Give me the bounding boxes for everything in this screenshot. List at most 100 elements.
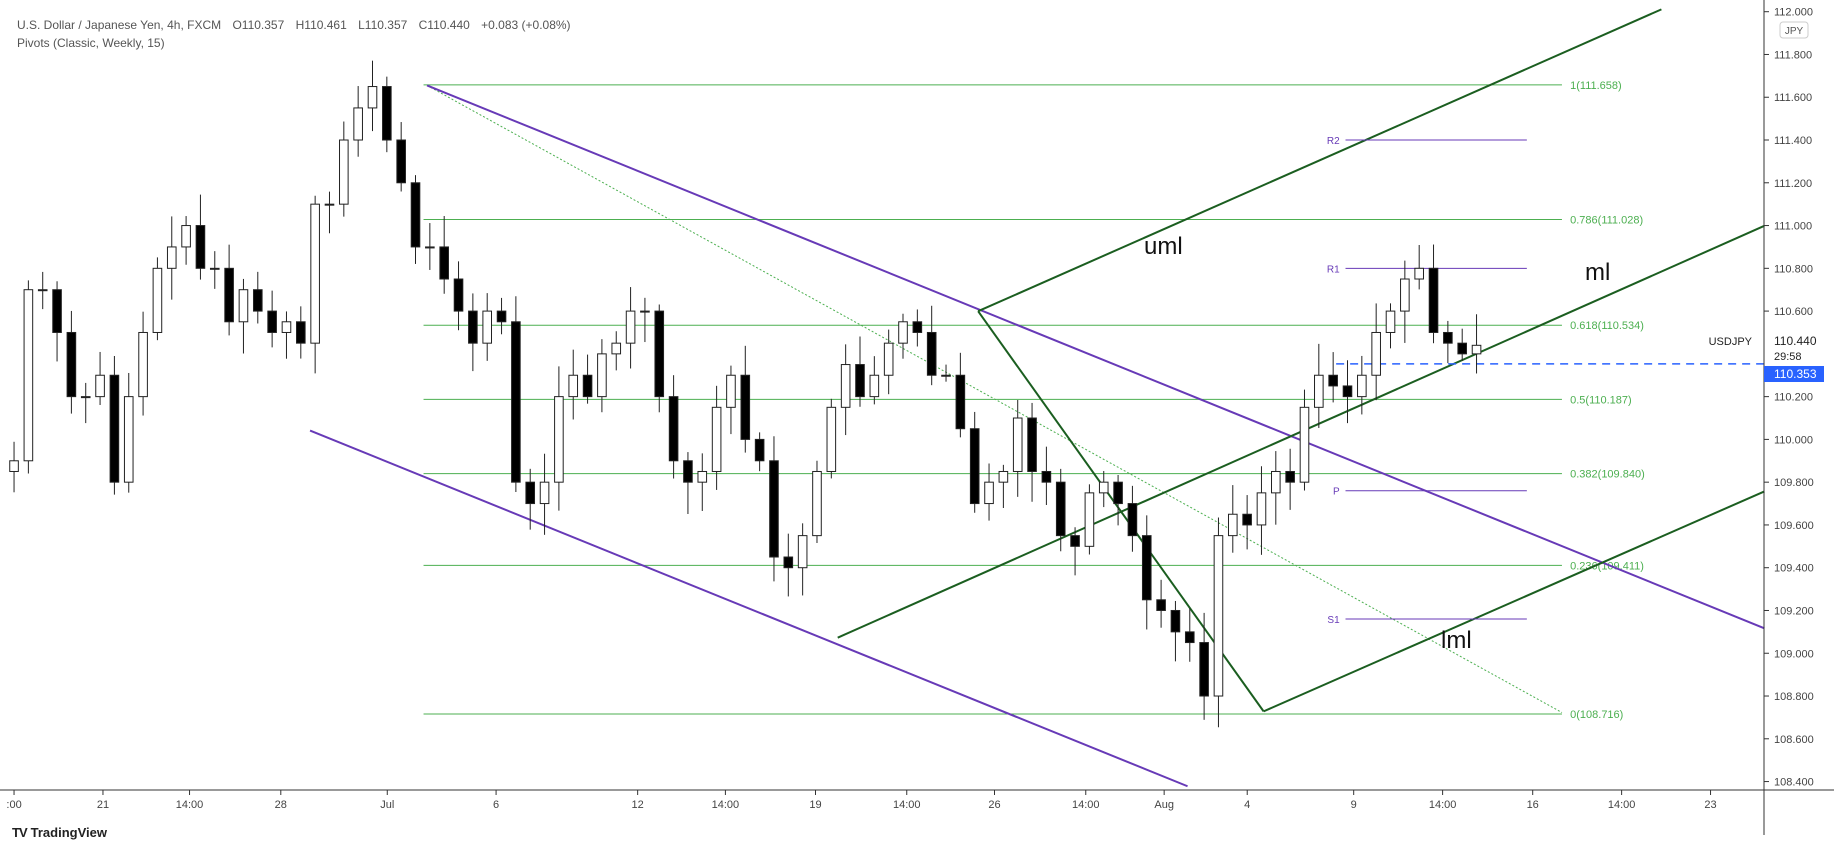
candle-body [740, 374, 751, 440]
candle-body [683, 460, 693, 483]
channel-lower-line [309, 429, 1188, 788]
trend-drawings[interactable] [309, 8, 1765, 788]
candle-body [769, 460, 779, 558]
price-tick-label: 112.000 [1774, 7, 1813, 19]
candle-body [855, 364, 865, 398]
fib-trend-line [426, 84, 1563, 713]
candle-body [898, 321, 908, 344]
price-tick-label: 110.000 [1774, 434, 1813, 446]
time-tick-label: 19 [809, 799, 821, 811]
candle-body [353, 107, 363, 141]
price-tick-label: 111.400 [1774, 135, 1812, 147]
candle-body [1041, 470, 1052, 483]
candle-body [998, 470, 1009, 483]
uml-label: uml [1144, 233, 1183, 260]
time-axis[interactable]: :00 21 14:00 28 Jul 6 12 14:00 19 14:00 26 14:00 Aug… [0, 789, 1834, 811]
fib-level-label: 0(108.716) [1570, 709, 1623, 721]
candle-body [468, 310, 478, 344]
candle-body [1400, 278, 1410, 312]
candle-body [969, 428, 980, 505]
time-tick-label: 6 [493, 799, 499, 811]
time-tick-label: :00 [6, 799, 21, 811]
candle-body [324, 203, 335, 206]
candle-body [1385, 310, 1396, 333]
candle-body [9, 460, 19, 472]
candle-body [711, 406, 722, 472]
tradingview-logo-icon: TV [12, 825, 28, 840]
candle-body [1227, 513, 1238, 537]
candle-body [267, 310, 277, 333]
lml-label: lml [1441, 627, 1472, 654]
candle-body [482, 310, 493, 344]
ohlc-open: O110.357 [232, 18, 285, 32]
time-tick-label: 21 [97, 799, 109, 811]
time-tick-label: 14:00 [1608, 799, 1636, 811]
candle-body [912, 321, 923, 333]
indicator-label[interactable]: Pivots (Classic, Weekly, 15) [17, 36, 165, 50]
fib-level-label: 0.236(109.411) [1570, 560, 1644, 572]
tradingview-logo[interactable]: TV TradingView [12, 825, 107, 840]
fib-level-label: 0.786(111.028) [1570, 215, 1643, 227]
time-tick-label: 14:00 [893, 799, 921, 811]
time-tick-label: 23 [1704, 799, 1716, 811]
candle-body [1256, 492, 1267, 526]
candle-body [511, 321, 521, 483]
candle-body [296, 321, 306, 344]
currency-label: JPY [1785, 26, 1804, 37]
price-tick-label: 109.200 [1774, 605, 1814, 617]
candle-body [625, 310, 636, 344]
candle-body [1170, 609, 1181, 633]
pivot-label: R2 [1327, 136, 1340, 147]
time-tick-label: 14:00 [712, 799, 740, 811]
candle-body [1428, 267, 1439, 333]
candle-body [1084, 492, 1095, 547]
candle-body [840, 364, 851, 408]
candle-body [1414, 267, 1424, 280]
candle-body [1371, 331, 1381, 376]
price-tick-label: 110.200 [1774, 392, 1813, 404]
candle-body [181, 225, 191, 248]
candle-body [941, 374, 951, 377]
candle-body [252, 289, 263, 312]
symbol-title[interactable]: U.S. Dollar / Japanese Yen, 4h, FXCM [17, 18, 222, 32]
pivot-label: R1 [1327, 264, 1340, 275]
candle-body [539, 481, 550, 505]
candle-body [453, 278, 464, 312]
candle-body [1141, 535, 1152, 601]
candle-body [152, 267, 163, 333]
candle-body [883, 342, 894, 376]
candle-body [1457, 342, 1468, 355]
pitchfork-upper-line [977, 8, 1662, 313]
candle-body [410, 182, 421, 248]
candle-body [66, 331, 77, 398]
candle-body [668, 396, 679, 462]
candle-body [52, 289, 62, 333]
candle-body [611, 342, 622, 355]
fibonacci-retracement[interactable]: 1(111.658) 0.786(111.028) 0.618(110.534) 0.… [423, 80, 1645, 721]
candle-body [80, 396, 91, 399]
candle-body [238, 289, 249, 323]
price-tick-label: 109.400 [1774, 563, 1814, 575]
candle-body [984, 481, 994, 505]
price-tick-label: 109.600 [1774, 520, 1814, 532]
brand-label: TradingView [30, 825, 107, 840]
last-price-value: 110.440 [1774, 334, 1817, 348]
price-axis[interactable]: JPY 112.000 111.800 111.600 111.400 111.200 1… [1763, 0, 1814, 835]
bid-price-label: 110.353 [1774, 367, 1817, 381]
ohlc-low: L110.357 [358, 18, 408, 32]
candle-body [123, 396, 134, 483]
candle-body [1357, 374, 1367, 398]
candle-body [23, 289, 34, 462]
candles [9, 60, 1482, 728]
candle-body [640, 310, 650, 313]
candle-body [826, 406, 837, 472]
candle-body [1012, 417, 1023, 472]
time-tick-label: 4 [1244, 799, 1250, 811]
channel-upper-line [426, 84, 1765, 630]
candle-body [1055, 481, 1066, 537]
candle-body [382, 86, 392, 141]
candle-body [525, 481, 536, 505]
pivot-levels: R2 R1 P S1 [1327, 136, 1527, 626]
candle-body [1285, 470, 1295, 483]
